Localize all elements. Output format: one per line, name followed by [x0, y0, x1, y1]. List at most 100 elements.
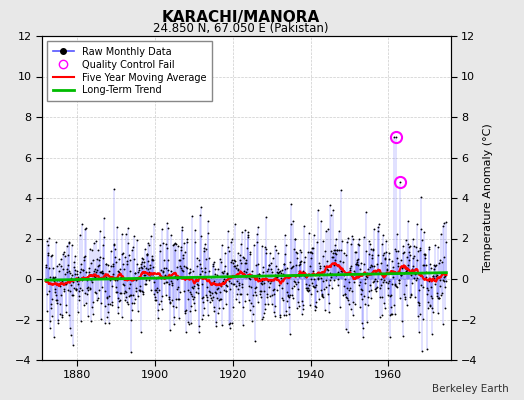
Point	[143, 252, 151, 259]
Point	[424, 278, 433, 284]
Point	[162, 245, 171, 252]
Point	[106, 274, 114, 281]
Point	[343, 239, 351, 245]
Point	[81, 226, 90, 232]
Point	[232, 265, 240, 272]
Point	[75, 284, 84, 291]
Point	[90, 240, 99, 246]
Point	[379, 274, 388, 280]
Point	[278, 276, 287, 282]
Point	[341, 252, 350, 258]
Point	[349, 236, 357, 242]
Point	[256, 290, 265, 297]
Point	[364, 288, 373, 294]
Point	[82, 300, 90, 306]
Point	[271, 313, 280, 320]
Point	[348, 312, 357, 318]
Point	[206, 292, 214, 298]
Point	[160, 272, 169, 278]
Point	[403, 218, 412, 225]
Point	[195, 270, 204, 277]
Point	[337, 268, 346, 274]
Point	[281, 232, 289, 238]
Point	[423, 286, 432, 293]
Point	[172, 276, 181, 282]
Point	[391, 248, 400, 255]
Point	[227, 259, 236, 265]
Point	[113, 224, 122, 231]
Point	[129, 244, 138, 250]
Point	[232, 262, 241, 268]
Point	[313, 239, 321, 246]
Point	[107, 248, 115, 254]
Point	[364, 266, 372, 272]
Point	[364, 294, 372, 300]
Point	[340, 272, 348, 279]
Point	[103, 314, 111, 320]
Point	[132, 287, 140, 294]
Point	[131, 270, 139, 277]
Point	[368, 246, 377, 252]
Point	[148, 256, 157, 263]
Point	[127, 291, 136, 298]
Point	[370, 225, 378, 232]
Point	[423, 345, 431, 352]
Point	[199, 299, 208, 305]
Point	[60, 288, 68, 294]
Point	[112, 259, 120, 265]
Point	[373, 277, 381, 284]
Point	[432, 272, 441, 279]
Point	[345, 278, 353, 285]
Point	[205, 289, 214, 296]
Point	[399, 333, 407, 339]
Point	[305, 263, 314, 269]
Point	[291, 279, 299, 286]
Point	[61, 253, 69, 259]
Point	[339, 259, 347, 266]
Point	[430, 262, 438, 268]
Point	[236, 252, 244, 258]
Point	[162, 265, 170, 272]
Point	[184, 274, 193, 281]
Point	[438, 259, 446, 266]
Point	[105, 293, 114, 300]
Point	[222, 288, 231, 294]
Point	[406, 294, 414, 300]
Point	[152, 296, 160, 303]
Point	[100, 214, 108, 221]
Point	[428, 295, 436, 302]
Point	[419, 316, 427, 323]
Point	[132, 277, 140, 283]
Point	[99, 242, 107, 248]
Point	[175, 314, 183, 321]
Point	[58, 278, 66, 284]
Point	[342, 326, 350, 332]
Point	[321, 306, 329, 313]
Point	[442, 219, 450, 226]
Point	[167, 232, 176, 238]
Point	[329, 250, 337, 256]
Point	[119, 250, 127, 256]
Point	[366, 245, 375, 252]
Point	[92, 268, 100, 275]
Point	[441, 304, 449, 311]
Point	[179, 252, 187, 258]
Point	[236, 291, 244, 297]
Point	[297, 249, 305, 256]
Point	[74, 280, 82, 287]
Point	[358, 296, 367, 302]
Point	[105, 268, 113, 274]
Point	[257, 288, 265, 294]
Point	[56, 300, 64, 307]
Point	[118, 314, 127, 321]
Point	[277, 275, 286, 282]
Point	[89, 270, 97, 277]
Point	[431, 242, 439, 248]
Point	[340, 250, 348, 256]
Point	[56, 310, 64, 317]
Point	[216, 256, 224, 262]
Point	[316, 218, 325, 224]
Point	[120, 266, 128, 272]
Point	[346, 267, 354, 273]
Point	[412, 221, 421, 227]
